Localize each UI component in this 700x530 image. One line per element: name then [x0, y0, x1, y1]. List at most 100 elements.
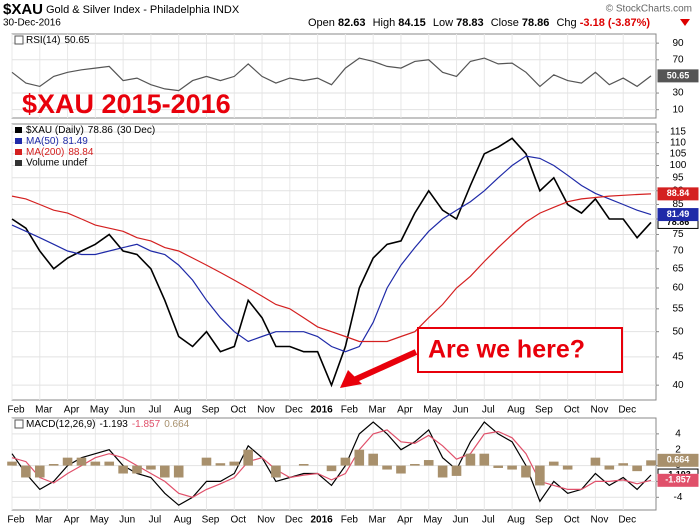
series-line	[11, 57, 652, 92]
x-tick-label: Feb	[7, 515, 25, 526]
legend-entry: MA(200) 88.84	[26, 147, 94, 158]
legend-icon	[15, 149, 22, 155]
histogram-bar	[354, 449, 365, 466]
histogram-bar	[562, 465, 573, 470]
y-tick-label: 4	[675, 429, 681, 440]
histogram-bar	[479, 453, 490, 466]
legend-value: -1.857	[132, 419, 161, 430]
plots: 10 30 70 90 50.65 RSI(14) 50.65 40 45 50 55 60 65 70 7…	[7, 33, 699, 526]
x-tick-label: Jul	[149, 515, 162, 526]
histogram-bar	[201, 457, 212, 466]
series-line	[11, 193, 652, 343]
y-tick-label: 55	[672, 303, 684, 314]
x-tick-label: Dec	[618, 515, 636, 526]
x-tick-label: Mar	[369, 515, 387, 526]
y-tick-label: 115	[670, 127, 686, 138]
histogram-bar	[618, 463, 629, 466]
quote: Open 82.63 High 84.15 Low 78.83 Close 78…	[308, 17, 650, 29]
x-tick-label: Aug	[507, 515, 525, 526]
value-badge-label: 81.49	[667, 209, 690, 219]
x-tick-label: Oct	[564, 515, 580, 526]
histogram-bar	[493, 465, 503, 468]
quote-value: 82.63	[338, 17, 366, 29]
value-badge	[657, 208, 699, 222]
legend-name: $XAU (Daily)	[26, 125, 84, 136]
y-tick-label: 110	[670, 137, 686, 148]
x-tick-label: Feb	[7, 405, 25, 416]
x-tick-label: 2016	[310, 405, 333, 416]
y-tick-label: 75	[672, 229, 684, 240]
y-tick-label: 95	[672, 172, 684, 183]
histogram-bar	[604, 465, 615, 470]
x-tick-label: Sep	[202, 515, 220, 526]
histogram-bar	[340, 457, 351, 466]
x-tick-label: Sep	[535, 405, 553, 416]
histogram-bar	[368, 453, 378, 466]
x-tick-label: Aug	[507, 405, 525, 416]
x-tick-label: Jul	[149, 405, 162, 416]
quote-label: Open	[308, 17, 335, 29]
quote-label: Chg	[556, 17, 576, 29]
annotation-title: $XAU 2015-2016	[22, 89, 231, 119]
date: 30-Dec-2016	[3, 18, 61, 29]
x-tick-label: Aug	[174, 405, 192, 416]
histogram-bar	[535, 465, 545, 486]
histogram-bar	[521, 465, 531, 478]
credit: © StockCharts.com	[606, 4, 692, 15]
x-tick-label: Dec	[285, 405, 303, 416]
legend-value: 88.84	[68, 147, 93, 158]
x-tick-label: Feb	[341, 515, 359, 526]
legend-value: 81.49	[63, 136, 88, 147]
legend-icon	[14, 419, 24, 429]
panel-title: RSI(14)	[26, 35, 60, 46]
x-tick-label: Oct	[230, 405, 246, 416]
x-tick-label: May	[90, 405, 109, 416]
value-badge-label: 0.664	[667, 455, 690, 465]
histogram-bar	[590, 457, 601, 466]
y-tick-label: 10	[672, 104, 684, 115]
x-tick-label: Jul	[482, 405, 495, 416]
histogram-bar	[410, 464, 420, 466]
x-tick-label: Nov	[257, 405, 275, 416]
histogram-bar	[7, 461, 17, 466]
quote-value: 84.15	[398, 17, 426, 29]
value-badge-label: 78.86	[667, 217, 690, 227]
y-tick-label: 85	[672, 199, 684, 210]
histogram-bar	[229, 461, 240, 466]
histogram-bar	[451, 465, 462, 476]
histogram-bar	[132, 465, 142, 474]
y-tick-label: 70	[672, 54, 684, 65]
x-tick-label: Oct	[564, 405, 580, 416]
x-tick-label: Jun	[119, 515, 135, 526]
y-tick-label: 105	[670, 148, 687, 159]
quote-label: High	[373, 17, 396, 29]
value-badge-label: 50.65	[667, 70, 690, 80]
x-tick-label: Feb	[341, 405, 359, 416]
histogram-bar	[382, 465, 392, 470]
x-tick-label: Mar	[369, 405, 387, 416]
series-line	[11, 155, 652, 353]
x-tick-label: May	[423, 515, 442, 526]
legend-value: -1.193	[99, 419, 128, 430]
legend-value: 50.65	[64, 35, 89, 46]
symbol: $XAU	[3, 1, 43, 18]
x-tick-label: Nov	[591, 515, 609, 526]
histogram-bar	[90, 461, 101, 466]
histogram-bar	[76, 457, 87, 466]
x-tick-label: Jun	[452, 405, 468, 416]
value-badge	[657, 473, 699, 487]
x-tick-label: Jun	[452, 515, 468, 526]
legend-entry: MA(50) 81.49	[26, 136, 88, 147]
x-tick-label: Dec	[285, 515, 303, 526]
x-tick-label: May	[90, 515, 109, 526]
x-tick-label: Nov	[257, 515, 275, 526]
histogram-bar	[437, 465, 448, 478]
y-tick-label: 90	[672, 38, 684, 49]
histogram-bar	[62, 457, 73, 466]
value-badge-label: 88.84	[667, 188, 690, 198]
x-tick-label: Nov	[591, 405, 609, 416]
callout-box	[417, 327, 623, 373]
histogram-bar	[548, 461, 559, 466]
panel-legend: RSI(14) 50.65	[26, 35, 90, 46]
